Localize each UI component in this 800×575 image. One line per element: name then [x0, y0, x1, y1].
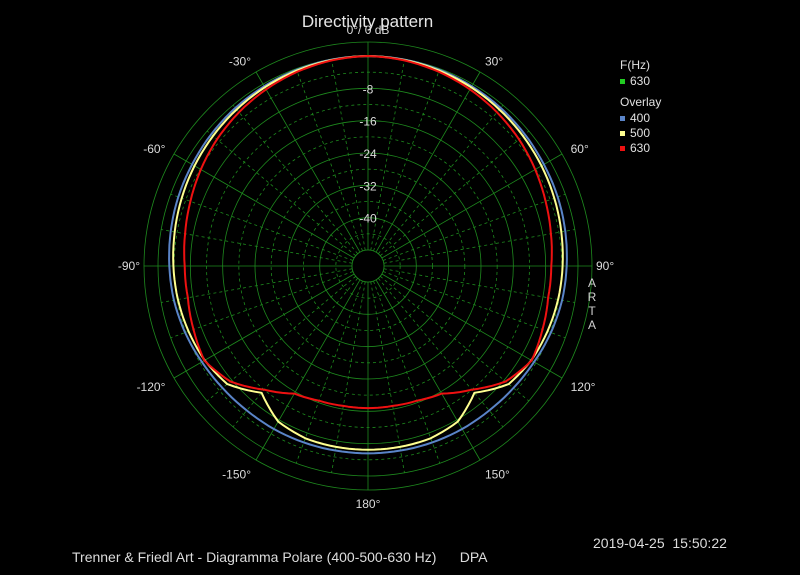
grid-spoke	[370, 59, 405, 251]
legend-current: 630	[620, 74, 661, 89]
grid-spoke	[295, 280, 363, 464]
legend-swatch-500	[620, 131, 625, 136]
grid-spoke	[170, 271, 354, 339]
angle-label: 0°/ 0 dB	[347, 23, 390, 37]
legend: F(Hz) 630 Overlay 400 500 630	[620, 58, 661, 156]
grid-spoke	[383, 229, 575, 264]
grid-spoke	[382, 193, 566, 261]
angle-label: 180°	[356, 497, 381, 511]
grid-spoke	[373, 280, 441, 464]
grid-spoke	[206, 275, 357, 402]
grid-spoke	[161, 268, 353, 303]
angle-label: -90°	[118, 259, 140, 273]
legend-item-630: 630	[620, 141, 661, 156]
legend-label-500: 500	[630, 126, 651, 140]
grid-spoke	[232, 277, 359, 428]
side-label-char: A	[587, 318, 596, 332]
chart-title: Directivity pattern	[301, 12, 434, 31]
timestamp: 2019-04-25 15:50:22	[593, 535, 727, 551]
grid-spoke	[255, 71, 361, 253]
grid-spoke	[379, 275, 530, 402]
grid-spoke	[232, 104, 359, 255]
grid-spoke	[375, 279, 481, 461]
grid-spoke	[382, 271, 566, 339]
series-curve-400	[168, 55, 568, 455]
grid-spoke	[331, 281, 366, 473]
grid-spoke	[381, 153, 563, 259]
db-tick-label: -8	[363, 82, 374, 96]
angle-label: 30°	[485, 54, 503, 68]
angle-label: -60°	[143, 142, 165, 156]
legend-label-630: 630	[630, 141, 651, 155]
side-label-char: R	[587, 290, 597, 304]
series-curve-500	[172, 55, 564, 451]
grid-spoke	[383, 268, 575, 303]
angle-label: 60°	[571, 142, 589, 156]
grid-spoke	[255, 279, 361, 461]
legend-overlay-header: Overlay	[620, 95, 662, 109]
grid-spoke	[370, 281, 405, 473]
legend-item-500: 500	[620, 126, 661, 141]
legend-item-400: 400	[620, 111, 661, 126]
legend-current-label: 630	[630, 74, 651, 88]
legend-swatch-400	[620, 116, 625, 121]
db-tick-label: -32	[359, 179, 377, 193]
series-curve-630	[183, 55, 553, 410]
legend-current-swatch	[620, 79, 625, 84]
footer-caption: Trenner & Friedl Art - Diagramma Polare …	[72, 549, 488, 565]
db-tick-label: -16	[359, 115, 377, 129]
polar-grid	[143, 41, 593, 491]
grid-spoke	[295, 68, 363, 252]
grid-spoke	[377, 104, 504, 255]
grid-spoke	[331, 59, 366, 251]
legend-freq-header: F(Hz)	[620, 58, 650, 72]
grid-center	[351, 249, 385, 283]
grid-spoke	[173, 153, 355, 259]
legend-swatch-630	[620, 146, 625, 151]
angle-label: -120°	[137, 380, 166, 394]
legend-label-400: 400	[630, 111, 651, 125]
db-tick-label: -40	[359, 212, 377, 226]
angle-label: 150°	[485, 468, 510, 482]
grid-spoke	[373, 68, 441, 252]
grid-spoke	[375, 71, 481, 253]
side-label-char: A	[587, 276, 596, 290]
polar-labels: -8 -16 -24 -32 -40 0°/ 0 dB 30° 60° 90° 120° 150° 1…	[118, 23, 615, 511]
grid-spoke	[206, 130, 357, 257]
angle-label: 120°	[571, 380, 596, 394]
polar-curves	[168, 55, 568, 455]
angle-label: -150°	[222, 468, 251, 482]
grid-spoke	[161, 229, 353, 264]
side-label-char: T	[588, 304, 596, 318]
angle-label: 90°	[596, 259, 614, 273]
angle-label: -30°	[229, 54, 251, 68]
grid-spoke	[377, 277, 504, 428]
grid-spoke	[379, 130, 530, 257]
grid-spoke	[170, 193, 354, 261]
db-tick-label: -24	[359, 147, 377, 161]
